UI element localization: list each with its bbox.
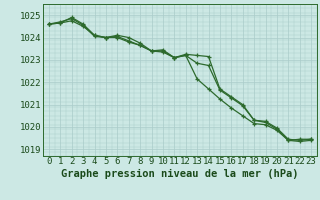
X-axis label: Graphe pression niveau de la mer (hPa): Graphe pression niveau de la mer (hPa) [61, 169, 299, 179]
